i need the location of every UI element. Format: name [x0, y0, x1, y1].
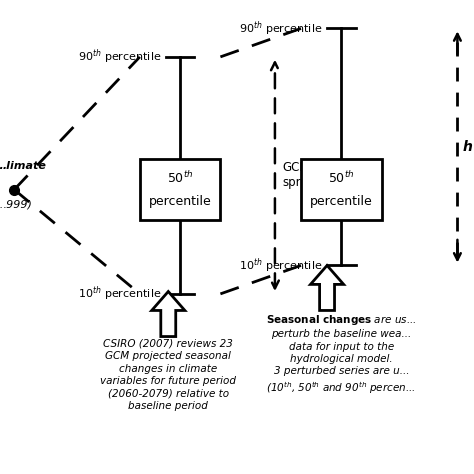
- Text: 10$^{th}$ percentile: 10$^{th}$ percentile: [78, 284, 161, 303]
- Text: 90$^{th}$ percentile: 90$^{th}$ percentile: [78, 47, 161, 66]
- Text: 90$^{th}$ percentile: 90$^{th}$ percentile: [239, 19, 322, 38]
- Text: $\mathbf{Seasonal\ changes}$ are us...
perturb the baseline wea...
data for inpu: $\mathbf{Seasonal\ changes}$ are us... p…: [266, 313, 417, 396]
- Text: GCM
spread: GCM spread: [282, 161, 322, 190]
- Text: CSIRO (2007) reviews 23
GCM projected seasonal
changes in climate
variables for : CSIRO (2007) reviews 23 GCM projected se…: [100, 339, 236, 411]
- Text: percentile: percentile: [310, 195, 373, 208]
- Text: 10$^{th}$ percentile: 10$^{th}$ percentile: [239, 256, 322, 275]
- FancyBboxPatch shape: [301, 159, 382, 220]
- Text: …999): …999): [0, 199, 32, 209]
- FancyBboxPatch shape: [140, 159, 220, 220]
- Polygon shape: [152, 292, 185, 337]
- Text: h: h: [462, 140, 472, 154]
- Polygon shape: [310, 265, 344, 310]
- Text: 50$^{th}$: 50$^{th}$: [167, 170, 193, 186]
- Text: percentile: percentile: [149, 195, 211, 208]
- Text: 50$^{th}$: 50$^{th}$: [328, 170, 355, 186]
- Text: …limate: …limate: [0, 161, 46, 171]
